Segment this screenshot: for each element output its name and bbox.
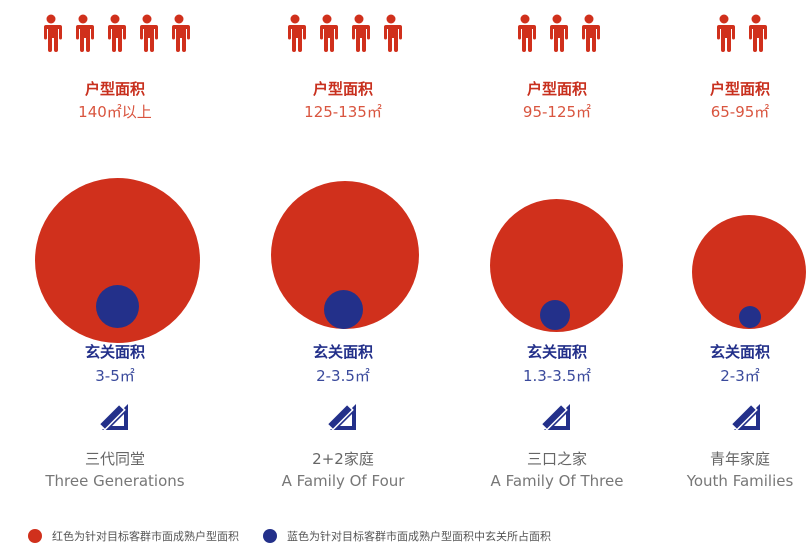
unit-area-label: 户型面积 <box>709 80 770 98</box>
person-icon <box>170 14 190 52</box>
legend-blue-dot <box>263 529 277 543</box>
people-group-2 <box>243 14 443 52</box>
unit-area-label: 户型面积 <box>526 80 587 98</box>
legend: 红色为针对目标客群市面成熟户型面积 蓝色为针对目标客群市面成熟户型面积中玄关所占… <box>28 528 551 544</box>
person-icon <box>318 14 338 52</box>
person-icon <box>74 14 94 52</box>
legend-blue-text: 蓝色为针对目标客群市面成熟户型面积中玄关所占面积 <box>287 530 551 543</box>
ruler-triangle-icon <box>326 403 356 431</box>
ruler-triangle-icon <box>98 403 128 431</box>
legend-red-dot <box>28 529 42 543</box>
foyer-area-circle <box>540 300 570 330</box>
household-column-3: 户型面积 95-125㎡ 玄关面积 1.3-3.5㎡ 三口之家 A Family… <box>457 0 657 520</box>
person-icon <box>516 14 536 52</box>
person-icon <box>106 14 126 52</box>
family-type-en: Youth Families <box>686 472 794 490</box>
person-icon <box>42 14 62 52</box>
unit-area-value: 95-125㎡ <box>522 103 592 121</box>
person-icon <box>580 14 600 52</box>
legend-red-text: 红色为针对目标客群市面成熟户型面积 <box>52 530 239 543</box>
people-group-3 <box>457 14 657 52</box>
foyer-area-label: 玄关面积 <box>709 343 770 361</box>
household-column-2: 户型面积 125-135㎡ 玄关面积 2-3.5㎡ 2+2家庭 A Family… <box>243 0 443 520</box>
people-group-1 <box>15 14 215 52</box>
foyer-area-label: 玄关面积 <box>526 343 587 361</box>
person-icon <box>747 14 767 52</box>
person-icon <box>286 14 306 52</box>
person-icon <box>138 14 158 52</box>
household-column-1: 户型面积 140㎡以上 玄关面积 3-5㎡ 三代同堂 Three Generat… <box>15 0 215 520</box>
person-icon <box>548 14 568 52</box>
unit-area-label: 户型面积 <box>312 80 373 98</box>
ruler-triangle-icon <box>540 403 570 431</box>
foyer-area-label: 玄关面积 <box>84 343 145 361</box>
household-column-4: 户型面积 65-95㎡ 玄关面积 2-3㎡ 青年家庭 Youth Familie… <box>668 0 812 520</box>
family-type-zh: 2+2家庭 <box>312 450 374 468</box>
foyer-area-value: 3-5㎡ <box>95 367 135 385</box>
family-type-zh: 三代同堂 <box>84 450 145 468</box>
foyer-area-value: 2-3.5㎡ <box>316 367 370 385</box>
family-type-zh: 青年家庭 <box>709 450 770 468</box>
family-type-en: A Family Of Three <box>490 472 624 490</box>
foyer-area-circle <box>739 306 761 328</box>
foyer-area-circle <box>324 290 363 329</box>
unit-area-value: 140㎡以上 <box>78 103 152 121</box>
foyer-area-value: 1.3-3.5㎡ <box>522 367 592 385</box>
ruler-triangle-icon <box>730 403 760 431</box>
person-icon <box>382 14 402 52</box>
person-icon <box>350 14 370 52</box>
unit-area-value: 65-95㎡ <box>710 103 770 121</box>
unit-area-value: 125-135㎡ <box>304 103 382 121</box>
family-type-en: Three Generations <box>45 472 185 490</box>
family-type-zh: 三口之家 <box>526 450 587 468</box>
foyer-area-label: 玄关面积 <box>312 343 373 361</box>
foyer-area-value: 2-3㎡ <box>720 367 760 385</box>
foyer-area-circle <box>96 285 139 328</box>
unit-area-label: 户型面积 <box>84 80 145 98</box>
family-type-en: A Family Of Four <box>281 472 405 490</box>
person-icon <box>715 14 735 52</box>
people-group-4 <box>668 14 812 52</box>
